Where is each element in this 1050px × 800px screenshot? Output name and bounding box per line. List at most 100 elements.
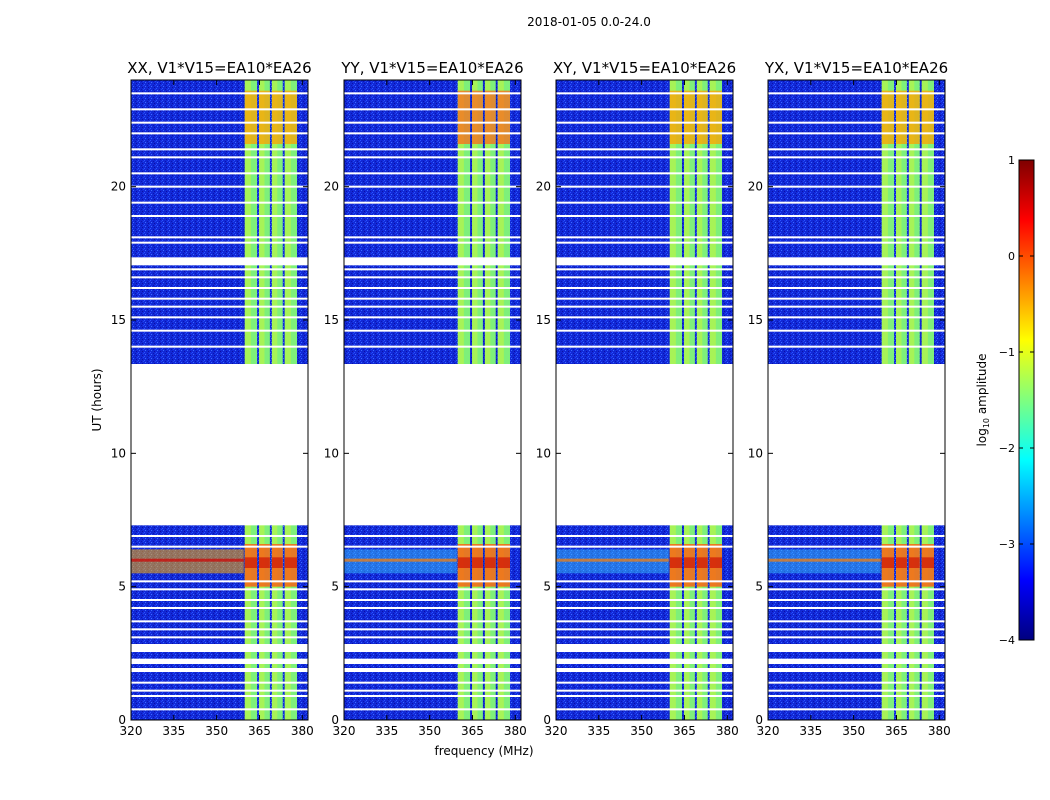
panel-title: XX, V1*V15=EA10*EA26 (127, 59, 311, 77)
flagged-line (556, 316, 733, 319)
flagged-line (556, 588, 733, 591)
no-data-gap (131, 644, 308, 652)
flagged-line (768, 329, 945, 332)
heatmap-panel: YX, V1*V15=EA10*EA26 320 335 350 365 380 0 5 10 1… (748, 59, 951, 738)
flagged-line (556, 681, 733, 684)
x-tick-label: 350 (630, 724, 653, 738)
y-tick-label: 5 (118, 580, 126, 594)
flagged-line (344, 599, 521, 601)
flagged-line (768, 92, 945, 95)
flagged-line (131, 316, 308, 319)
no-data-gap (556, 257, 733, 266)
flagged-line (344, 241, 521, 244)
band-hot-core (259, 557, 270, 568)
flagged-line (768, 172, 945, 175)
band-hot-top (244, 90, 258, 144)
flagged-line (556, 148, 733, 151)
panel-frame (555, 79, 734, 721)
flagged-line (768, 297, 945, 300)
flagged-line (131, 535, 308, 537)
band-hot-core (684, 557, 695, 568)
x-tick-label: 335 (375, 724, 398, 738)
band-hot-core (457, 557, 471, 568)
flagged-line (131, 689, 308, 692)
heatmap-panels: XX, V1*V15=EA10*EA26 320 335 350 365 380 0 5 10 1… (111, 59, 951, 738)
flagged-line (344, 172, 521, 175)
colorbar-label: log10 amplitude (975, 354, 991, 447)
panel-image (556, 80, 733, 720)
flagged-line (768, 636, 945, 639)
flagged-line (768, 215, 945, 217)
flagged-line (768, 689, 945, 692)
flagged-line (344, 121, 521, 124)
flagged-line (768, 121, 945, 124)
y-tick-label: 5 (755, 580, 763, 594)
panel-image (131, 80, 308, 720)
flagged-line (768, 599, 945, 601)
y-tick-label: 10 (748, 446, 763, 460)
flagged-line (131, 287, 308, 289)
flagged-line (556, 241, 733, 244)
flagged-line (556, 607, 733, 609)
flagged-line (768, 607, 945, 609)
flagged-line (556, 156, 733, 159)
rfi-stripe-core (556, 558, 669, 562)
y-tick-label: 15 (536, 313, 551, 327)
no-data-gap (556, 658, 733, 664)
band-hot-top (457, 90, 471, 144)
panel-title: XY, V1*V15=EA10*EA26 (553, 59, 736, 77)
flagged-line (768, 276, 945, 279)
flagged-line (131, 588, 308, 591)
no-data-gap (131, 658, 308, 664)
flagged-line (768, 241, 945, 244)
flagged-line (131, 121, 308, 124)
flagged-line (556, 287, 733, 289)
panel-image (768, 80, 945, 720)
band-hot-core (497, 557, 511, 568)
flagged-line (768, 148, 945, 151)
flagged-line (556, 636, 733, 639)
flagged-line (344, 185, 521, 188)
band-hot-core (669, 557, 683, 568)
colorbar-tick-label: 0 (1008, 250, 1015, 263)
no-data-gap (556, 668, 733, 672)
flagged-line (131, 695, 308, 697)
band-hot-core (472, 557, 483, 568)
flagged-line (556, 305, 733, 308)
flagged-line (131, 148, 308, 151)
rfi-stripe-core (768, 558, 881, 562)
y-tick-label: 20 (324, 180, 339, 194)
flagged-line (344, 535, 521, 537)
x-tick-label: 365 (248, 724, 271, 738)
y-tick-label: 10 (324, 446, 339, 460)
colorbar-tick-label: −2 (999, 442, 1015, 455)
colorbar-tick-label: −1 (999, 346, 1015, 359)
colorbar-gradient (1018, 159, 1035, 641)
flagged-line (131, 215, 308, 217)
flagged-line (131, 276, 308, 279)
flagged-line (131, 545, 308, 548)
flagged-line (556, 535, 733, 537)
flagged-line (768, 156, 945, 159)
flagged-line (556, 708, 733, 711)
flagged-line (768, 681, 945, 684)
flagged-line (344, 305, 521, 308)
flagged-line (131, 236, 308, 239)
band-hot-core (709, 557, 723, 568)
x-tick-label: 335 (162, 724, 185, 738)
flagged-line (131, 108, 308, 111)
flagged-line (131, 201, 308, 204)
flagged-line (344, 588, 521, 591)
flagged-line (556, 695, 733, 697)
flagged-line (131, 305, 308, 308)
flagged-line (556, 580, 733, 583)
band-hot-core (908, 557, 920, 568)
flagged-line (131, 681, 308, 684)
no-data-gap (344, 644, 521, 652)
flagged-line (556, 92, 733, 95)
no-data-gap (131, 364, 308, 526)
band-hot-top (921, 90, 935, 144)
band-hot-top (881, 90, 895, 144)
panel-title: YY, V1*V15=EA10*EA26 (340, 59, 523, 77)
flagged-line (131, 268, 308, 271)
